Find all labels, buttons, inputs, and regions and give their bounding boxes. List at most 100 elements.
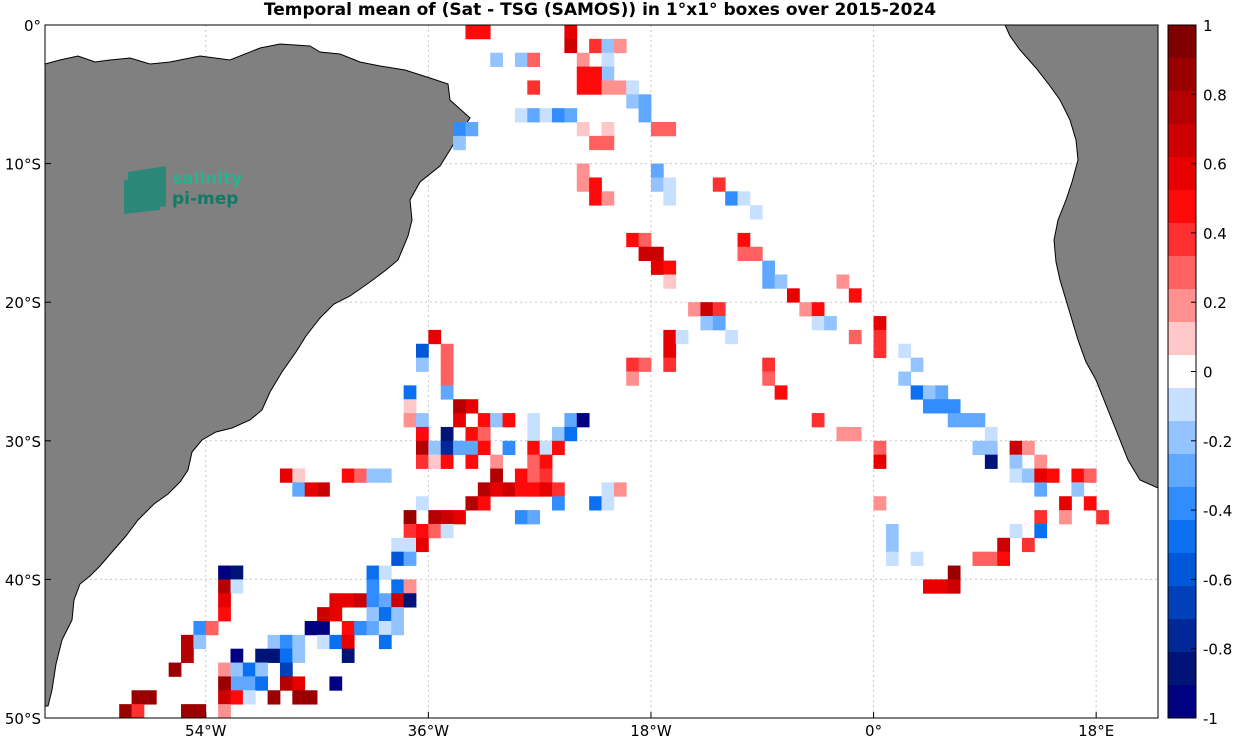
logo: salinity pi-mep — [124, 166, 242, 214]
data-cell — [242, 662, 256, 677]
data-cell — [465, 399, 479, 414]
data-cell — [378, 565, 392, 580]
data-cell — [477, 496, 491, 511]
data-cell — [453, 413, 466, 428]
colorbar-swatch — [1168, 124, 1196, 158]
data-cell — [490, 413, 503, 428]
data-cell — [539, 454, 553, 469]
data-cell — [539, 440, 553, 456]
data-cell — [885, 537, 899, 553]
data-cell — [502, 413, 516, 428]
colorbar-tick-label: -0.2 — [1203, 433, 1232, 451]
data-cell — [391, 537, 405, 553]
data-cell — [403, 399, 417, 414]
data-cell — [230, 565, 244, 580]
data-cell — [527, 482, 541, 497]
data-cell — [465, 122, 479, 137]
data-cell — [650, 122, 664, 137]
data-cell — [712, 177, 726, 192]
data-cell — [811, 316, 825, 331]
x-tick-label: 54°W — [185, 722, 227, 740]
data-cell — [354, 468, 367, 483]
data-cell — [317, 607, 330, 622]
data-cell — [589, 496, 602, 511]
data-cell — [341, 593, 355, 608]
data-cell — [403, 537, 417, 553]
colorbar-swatch — [1168, 520, 1196, 554]
data-cell — [453, 122, 466, 137]
colorbar-swatch — [1168, 421, 1196, 455]
data-cell — [403, 593, 417, 608]
y-tick-label: 20°S — [5, 294, 41, 312]
data-cell — [218, 579, 231, 594]
data-cell — [416, 440, 429, 456]
data-cell — [762, 260, 776, 275]
data-cell — [304, 482, 318, 497]
data-cell — [873, 329, 887, 345]
data-cell — [428, 329, 442, 345]
data-cell — [205, 620, 219, 636]
data-cell — [292, 634, 306, 650]
data-cell — [514, 510, 528, 525]
data-cell — [601, 122, 615, 137]
data-cell — [601, 52, 615, 67]
data-cell — [564, 38, 578, 54]
data-cell — [910, 551, 924, 566]
data-cell — [416, 343, 429, 359]
y-tick-label: 30°S — [5, 433, 41, 451]
data-cell — [984, 426, 998, 442]
data-cell — [143, 690, 157, 705]
x-axis-ticks: 54°W 36°W 18°W 0° 18°E — [185, 712, 1114, 740]
data-cell — [378, 634, 392, 650]
data-cell — [848, 329, 862, 345]
data-cell — [1083, 468, 1097, 483]
logo-mark-icon — [124, 166, 166, 214]
data-cell — [292, 676, 306, 691]
data-cell — [317, 634, 330, 650]
y-tick-label: 50°S — [5, 710, 41, 728]
data-cell — [230, 662, 244, 677]
data-cell — [725, 191, 738, 206]
data-cell — [477, 482, 491, 497]
data-cell — [1009, 468, 1023, 483]
data-cell — [663, 329, 677, 345]
data-cell — [279, 468, 293, 483]
data-cell — [181, 634, 194, 650]
data-cell — [576, 80, 590, 95]
data-cell — [787, 288, 800, 303]
data-cell — [403, 579, 417, 594]
colorbar-swatch — [1168, 190, 1196, 224]
data-cell — [267, 690, 281, 705]
data-cell — [638, 232, 652, 248]
data-cell — [700, 316, 714, 331]
data-cell — [131, 704, 145, 719]
y-axis-ticks: 0° 10°S 20°S 30°S 40°S 50°S — [5, 17, 51, 728]
data-cell — [712, 316, 726, 331]
data-cell — [984, 551, 998, 566]
data-cell — [391, 551, 405, 566]
data-cell — [279, 662, 293, 677]
data-cell — [292, 482, 306, 497]
data-cell — [292, 468, 306, 483]
data-cell — [848, 426, 862, 442]
data-cell — [935, 385, 949, 400]
data-cell — [601, 482, 615, 497]
data-cell — [898, 343, 912, 359]
data-cell — [613, 80, 627, 95]
data-cell — [539, 108, 553, 123]
data-cell — [317, 620, 330, 636]
data-cell — [218, 704, 231, 719]
data-cell — [366, 579, 380, 594]
data-cell — [428, 510, 442, 525]
data-cell — [1071, 482, 1085, 497]
data-cell — [366, 620, 380, 636]
data-cell — [527, 108, 541, 123]
data-cell — [576, 177, 590, 192]
data-cell — [1034, 510, 1048, 525]
data-cell — [626, 94, 639, 109]
africa-landmass — [1004, 24, 1159, 489]
data-cell — [539, 482, 553, 497]
data-cell — [552, 482, 565, 497]
data-cell — [576, 413, 590, 428]
data-cell — [267, 634, 281, 650]
